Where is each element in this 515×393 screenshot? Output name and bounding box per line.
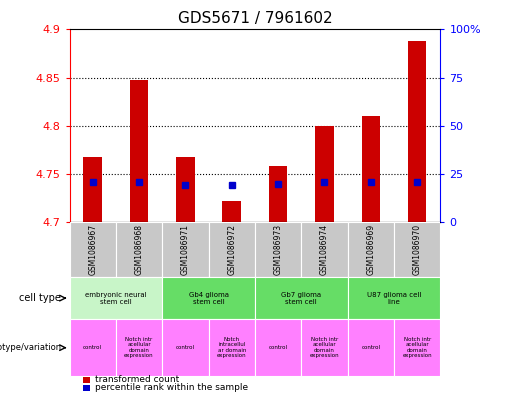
Text: Notch
intracellul
ar domain
expression: Notch intracellul ar domain expression (217, 337, 247, 358)
Text: GSM1086971: GSM1086971 (181, 224, 190, 275)
Bar (162, 277, 255, 320)
Bar (176, 156, 195, 222)
Bar (209, 320, 255, 376)
Bar (83, 385, 91, 391)
Text: GSM1086967: GSM1086967 (88, 224, 97, 275)
Bar (255, 277, 348, 320)
Text: embryonic neural
stem cell: embryonic neural stem cell (85, 292, 147, 305)
Text: transformed count: transformed count (95, 375, 179, 384)
Bar (83, 377, 91, 383)
Text: Notch intr
acellular
domain
expression: Notch intr acellular domain expression (310, 337, 339, 358)
Text: Notch intr
acellular
domain
expression: Notch intr acellular domain expression (402, 337, 432, 358)
Text: Notch intr
acellular
domain
expression: Notch intr acellular domain expression (124, 337, 154, 358)
Text: Gb7 glioma
stem cell: Gb7 glioma stem cell (281, 292, 321, 305)
Text: control: control (362, 345, 380, 350)
Text: GSM1086969: GSM1086969 (366, 224, 375, 275)
Bar (255, 222, 301, 277)
Text: control: control (83, 345, 102, 350)
Bar (408, 41, 426, 222)
Bar (269, 166, 287, 222)
Bar (70, 277, 162, 320)
Bar (394, 320, 440, 376)
Bar (116, 222, 162, 277)
Title: GDS5671 / 7961602: GDS5671 / 7961602 (178, 11, 332, 26)
Bar (348, 277, 440, 320)
Bar (83, 156, 102, 222)
Text: GSM1086974: GSM1086974 (320, 224, 329, 275)
Text: GSM1086968: GSM1086968 (134, 224, 144, 275)
Bar (209, 222, 255, 277)
Bar (70, 320, 116, 376)
Text: GSM1086970: GSM1086970 (413, 224, 422, 275)
Bar (348, 222, 394, 277)
Text: control: control (176, 345, 195, 350)
Bar (348, 320, 394, 376)
Bar (394, 222, 440, 277)
Bar (315, 126, 334, 222)
Bar (362, 116, 380, 222)
Text: GSM1086973: GSM1086973 (273, 224, 283, 275)
Text: genotype/variation: genotype/variation (0, 343, 61, 352)
Text: Gb4 glioma
stem cell: Gb4 glioma stem cell (188, 292, 229, 305)
Text: U87 glioma cell
line: U87 glioma cell line (367, 292, 421, 305)
Text: GSM1086972: GSM1086972 (227, 224, 236, 275)
Text: cell type: cell type (19, 293, 61, 303)
Bar (162, 320, 209, 376)
Bar (70, 222, 116, 277)
Bar (162, 222, 209, 277)
Bar (130, 79, 148, 222)
Bar (116, 320, 162, 376)
Text: percentile rank within the sample: percentile rank within the sample (95, 384, 248, 393)
Bar (301, 222, 348, 277)
Bar (255, 320, 301, 376)
Bar (301, 320, 348, 376)
Bar (222, 201, 241, 222)
Text: control: control (269, 345, 287, 350)
